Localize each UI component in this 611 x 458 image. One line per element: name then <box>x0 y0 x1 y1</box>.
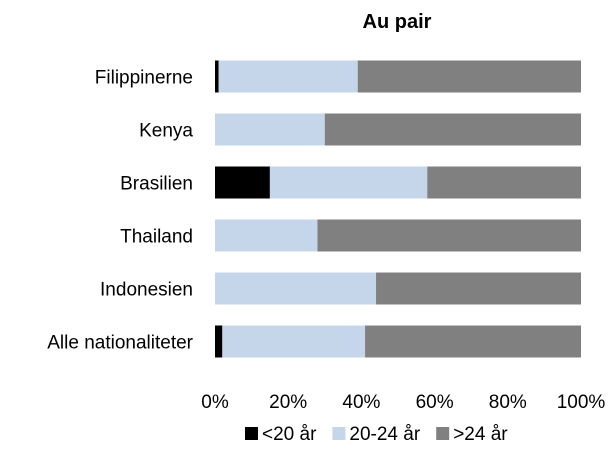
bar-segment-lt20 <box>215 166 270 199</box>
bars-layer <box>215 60 581 358</box>
bar-segment-gt24 <box>427 166 581 199</box>
bar-segment-gt24 <box>357 60 581 93</box>
bar-segment-gt24 <box>365 325 581 358</box>
bar-segment-20-24 <box>269 166 428 199</box>
category-label: Alle nationaliteter <box>47 333 193 354</box>
category-labels: Filippinerne Kenya Brasilien Thailand Indone… <box>47 68 193 354</box>
legend-label: 20-24 år <box>349 424 420 445</box>
x-tick-label: 80% <box>489 392 527 413</box>
bar-segment-20-24 <box>215 272 377 305</box>
legend-label: >24 år <box>453 424 508 445</box>
category-label: Filippinerne <box>95 68 193 89</box>
legend-swatch <box>332 427 346 440</box>
chart-title: Au pair <box>363 11 432 33</box>
legend-swatch <box>436 427 450 440</box>
bar-segment-20-24 <box>218 60 358 93</box>
x-tick-label: 60% <box>416 392 454 413</box>
category-label: Brasilien <box>120 174 193 195</box>
bar-segment-lt20 <box>215 325 223 358</box>
bar-segment-20-24 <box>215 113 325 146</box>
legend-label: <20 år <box>262 424 317 445</box>
bar-segment-gt24 <box>317 219 581 252</box>
bar-segment-lt20 <box>215 60 219 93</box>
legend: <20 år 20-24 år >24 år <box>245 424 508 445</box>
legend-swatch <box>245 427 258 440</box>
category-label: Kenya <box>139 121 193 142</box>
x-tick-label: 40% <box>342 392 380 413</box>
bar-segment-20-24 <box>215 219 318 252</box>
x-tick-label: 100% <box>557 392 606 413</box>
bar-segment-20-24 <box>222 325 366 358</box>
bar-segment-gt24 <box>324 113 581 146</box>
x-tick-labels: 0% 20% 40% 60% 80% 100% <box>201 392 605 413</box>
category-label: Thailand <box>120 227 193 248</box>
bar-segment-gt24 <box>376 272 581 305</box>
x-tick-label: 0% <box>201 392 229 413</box>
x-tick-label: 20% <box>269 392 307 413</box>
category-label: Indonesien <box>100 280 193 301</box>
